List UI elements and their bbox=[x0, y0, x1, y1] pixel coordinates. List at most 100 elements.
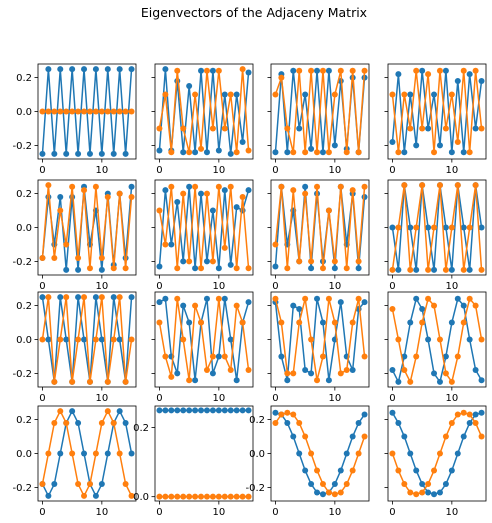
data-point bbox=[81, 294, 88, 301]
data-point bbox=[355, 258, 362, 265]
data-point bbox=[192, 493, 199, 500]
data-point bbox=[419, 319, 426, 326]
data-point bbox=[319, 491, 326, 498]
data-point bbox=[302, 149, 309, 156]
data-point bbox=[198, 407, 205, 414]
data-point bbox=[86, 150, 93, 157]
series-2 bbox=[272, 67, 368, 156]
data-point bbox=[227, 407, 234, 414]
data-point bbox=[215, 407, 222, 414]
data-point bbox=[308, 450, 315, 457]
y-tick-label: 0.2 bbox=[16, 189, 32, 200]
data-point bbox=[156, 319, 163, 326]
data-point bbox=[104, 450, 111, 457]
data-point bbox=[407, 91, 414, 98]
data-point bbox=[168, 241, 175, 248]
data-point bbox=[454, 411, 461, 418]
data-point bbox=[192, 265, 199, 272]
data-point bbox=[245, 69, 252, 76]
data-point bbox=[162, 241, 169, 248]
data-point bbox=[209, 407, 216, 414]
data-point bbox=[180, 125, 187, 132]
data-point bbox=[209, 207, 216, 214]
data-point bbox=[180, 258, 187, 265]
data-point bbox=[284, 149, 291, 156]
data-point bbox=[110, 419, 117, 426]
plot-area bbox=[389, 67, 485, 156]
data-point bbox=[290, 187, 297, 194]
data-point bbox=[168, 493, 175, 500]
data-point bbox=[86, 378, 93, 385]
x-tick-label: 10 bbox=[445, 165, 458, 176]
data-point bbox=[186, 258, 193, 265]
data-point bbox=[156, 207, 163, 214]
plot-area bbox=[389, 409, 485, 498]
data-point bbox=[302, 467, 309, 474]
data-point bbox=[425, 125, 432, 132]
plot-area bbox=[272, 67, 368, 156]
x-tick-label: 10 bbox=[212, 165, 225, 176]
data-point bbox=[401, 182, 408, 189]
data-point bbox=[431, 224, 438, 231]
data-point bbox=[122, 265, 129, 272]
data-point bbox=[337, 67, 344, 74]
data-point bbox=[472, 182, 479, 189]
data-point bbox=[460, 67, 467, 74]
data-point bbox=[355, 265, 362, 272]
series-line bbox=[159, 297, 250, 381]
x-tick-label: 0 bbox=[272, 393, 278, 404]
data-point bbox=[221, 91, 228, 98]
data-point bbox=[209, 493, 216, 500]
data-point bbox=[239, 193, 246, 200]
data-point bbox=[110, 108, 117, 115]
series-line bbox=[274, 186, 366, 269]
data-point bbox=[407, 319, 414, 326]
data-point bbox=[407, 378, 414, 385]
x-tick-label: 10 bbox=[95, 281, 108, 292]
subplot-16: 0 10 bbox=[384, 405, 487, 518]
data-point bbox=[162, 407, 169, 414]
data-point bbox=[162, 66, 169, 73]
data-point bbox=[192, 149, 199, 156]
data-point bbox=[81, 492, 88, 499]
data-point bbox=[75, 481, 82, 488]
subplot-1: 0 10 -0.2 0.0 0.2 bbox=[12, 63, 137, 176]
data-point bbox=[454, 182, 461, 189]
subplot-5: 0 10 -0.2 0.0 0.2 bbox=[12, 179, 137, 292]
data-point bbox=[233, 302, 240, 309]
data-point bbox=[57, 450, 64, 457]
data-point bbox=[221, 187, 228, 194]
data-point bbox=[389, 367, 396, 374]
data-point bbox=[162, 493, 169, 500]
data-point bbox=[325, 377, 332, 384]
x-tick-label: 10 bbox=[95, 393, 108, 404]
data-point bbox=[116, 190, 123, 197]
y-tick-label: -0.2 bbox=[12, 141, 32, 152]
data-point bbox=[413, 491, 420, 498]
data-point bbox=[401, 433, 408, 440]
data-point bbox=[361, 299, 368, 306]
data-point bbox=[472, 67, 479, 74]
data-point bbox=[319, 265, 326, 272]
data-point bbox=[39, 336, 46, 343]
data-point bbox=[92, 492, 99, 499]
y-tick-label: 0.0 bbox=[16, 335, 32, 346]
data-point bbox=[39, 481, 46, 488]
data-point bbox=[425, 336, 432, 343]
data-point bbox=[92, 108, 99, 115]
x-tick-label: 10 bbox=[328, 281, 341, 292]
data-point bbox=[45, 492, 52, 499]
data-point bbox=[296, 305, 303, 312]
series-2 bbox=[39, 182, 135, 272]
data-point bbox=[63, 266, 70, 273]
data-point bbox=[314, 377, 321, 384]
series-2 bbox=[156, 66, 252, 156]
data-point bbox=[389, 224, 396, 231]
data-point bbox=[104, 378, 111, 385]
data-point bbox=[221, 493, 228, 500]
data-point bbox=[51, 481, 58, 488]
data-point bbox=[407, 450, 414, 457]
series-line bbox=[274, 70, 366, 153]
data-point bbox=[413, 266, 420, 273]
